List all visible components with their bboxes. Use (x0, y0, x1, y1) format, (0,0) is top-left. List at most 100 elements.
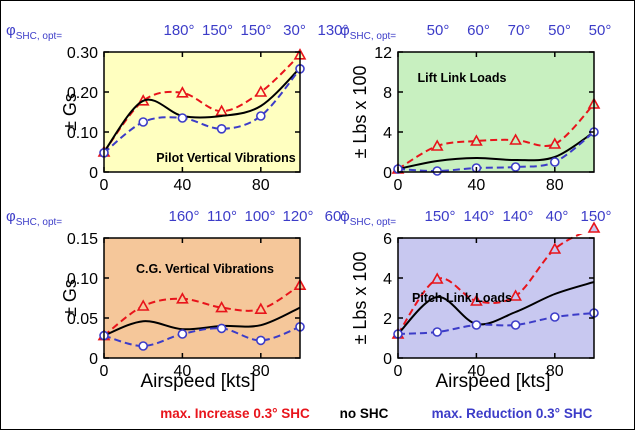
series-line-no-shc (398, 281, 594, 335)
series-line-increase (398, 234, 583, 335)
y-axis-label: ± Lbs x 100 (350, 252, 370, 345)
circle-marker (432, 327, 443, 337)
triangle-marker (176, 292, 189, 304)
phi-opt-value: 50° (548, 22, 571, 39)
x-tick-label: 80 (546, 177, 564, 194)
triangle-marker (509, 289, 522, 301)
y-axis-label: ± Gs (60, 279, 80, 317)
y-axis-label: ± Gs (60, 93, 80, 131)
y-tick-label: 0 (89, 165, 98, 182)
phi-opt-value: 120° (282, 208, 313, 225)
x-tick-label: 0 (100, 363, 109, 380)
triangle-marker (254, 85, 268, 97)
circle-marker (138, 117, 148, 127)
y-tick-label: 0.10 (67, 125, 98, 142)
phi-opt-label: φSHC, opt= (340, 208, 396, 228)
phi-opt-value: 140° (502, 208, 533, 225)
y-tick-label: 6 (383, 231, 392, 248)
triangle-marker (176, 86, 189, 98)
circle-marker (255, 111, 266, 121)
plot-background (398, 238, 594, 358)
series-line-increase (104, 54, 300, 153)
y-tick-label: 0.10 (67, 271, 98, 288)
circle-marker (510, 320, 521, 330)
x-tick-label: 80 (252, 177, 270, 194)
y-tick-label: 0.20 (67, 85, 98, 102)
x-tick-label: 80 (252, 363, 270, 380)
phi-opt-value: 60° (325, 208, 348, 225)
plot-frame (103, 51, 301, 173)
triangle-marker (136, 299, 150, 311)
y-tick-label: 4 (383, 125, 392, 142)
circle-marker (177, 329, 188, 339)
x-axis-label-right: Airspeed [kts] (435, 371, 550, 392)
legend-no-shc: no SHC (340, 406, 389, 421)
phi-opt-value: 70° (508, 22, 531, 39)
circle-marker (255, 335, 266, 346)
y-tick-label: 0.15 (67, 231, 98, 248)
plot-background (398, 52, 594, 172)
triangle-marker (254, 302, 268, 315)
series-line-no-shc (104, 67, 300, 153)
chart-lift: φSHC, opt= 50° 60° 70° 50° 50° 0 4 8 12 0 40 80 ± Lbs… (340, 22, 611, 194)
circle-marker (432, 166, 443, 176)
chart-pitch: φSHC, opt= 150° 140° 140° 40° 150° 0 2 4 6 0 40 80 ± … (340, 208, 612, 380)
panel-title: Lift Link Loads (418, 71, 507, 85)
phi-opt-value: 150° (424, 208, 455, 225)
y-tick-label: 0 (383, 165, 392, 182)
legend-reduction: max. Reduction 0.3° SHC (432, 406, 593, 421)
x-tick-label: 0 (394, 363, 403, 380)
y-tick-label: 8 (383, 85, 392, 102)
circle-marker (216, 323, 227, 334)
phi-opt-value: 180° (163, 22, 194, 39)
y-tick-label: 0 (383, 351, 392, 368)
triangle-marker (548, 137, 562, 149)
panels: φSHC, opt= 180° 150° 150° 30° 130° 0 0.10 0.20 0.… (6, 22, 612, 380)
chart-cg: φSHC, opt= 160° 110° 100° 120° 60° 0 0.05 0.10 0.… (6, 208, 347, 380)
series-line-no-shc (104, 306, 300, 337)
series-line-no-shc (398, 131, 594, 170)
circle-marker (510, 162, 521, 172)
circle-marker (549, 312, 560, 322)
x-tick-label: 80 (546, 363, 564, 380)
circle-marker (177, 113, 188, 123)
triangle-marker (587, 221, 601, 233)
phi-opt-value: 130° (317, 22, 348, 39)
x-axis-label-left: Airspeed [kts] (140, 371, 255, 392)
plot-background (104, 52, 300, 172)
phi-opt-value: 100° (244, 208, 275, 225)
y-tick-label: 12 (374, 45, 392, 62)
x-tick-label: 0 (394, 177, 403, 194)
plot-background (104, 238, 300, 358)
x-tick-label: 40 (468, 177, 486, 194)
phi-opt-label: φSHC, opt= (340, 22, 396, 42)
triangle-marker (548, 242, 562, 254)
phi-opt-value: 40° (546, 208, 569, 225)
phi-opt-value: 160° (168, 208, 199, 225)
phi-opt-value: 30° (283, 22, 306, 39)
chart-pilot: φSHC, opt= 180° 150° 150° 30° 130° 0 0.10 0.20 0.… (6, 22, 349, 194)
y-tick-label: 4 (383, 271, 392, 288)
legend-increase: max. Increase 0.3° SHC (160, 406, 310, 421)
x-tick-label: 40 (174, 177, 192, 194)
phi-opt-value: 50° (589, 22, 612, 39)
x-tick-label: 0 (100, 177, 109, 194)
triangle-marker (509, 133, 522, 145)
triangle-marker (470, 134, 483, 146)
triangle-marker (430, 139, 444, 151)
triangle-marker (470, 294, 483, 306)
y-tick-label: 0 (89, 351, 98, 368)
circle-marker (138, 341, 148, 351)
plot-frame (397, 51, 595, 173)
circle-marker (471, 320, 482, 330)
legend: max. Increase 0.3° SHC no SHC max. Reduc… (160, 406, 592, 421)
triangle-marker (430, 272, 444, 284)
panel-title: Pitch Link Loads (412, 291, 512, 305)
y-axis-label: ± Lbs x 100 (350, 66, 370, 159)
phi-opt-value: 110° (207, 208, 237, 225)
plot-frame (103, 237, 301, 359)
phi-opt-value: 60° (467, 22, 490, 39)
y-tick-label: 0.05 (67, 311, 98, 328)
phi-opt-label: φSHC, opt= (6, 208, 62, 228)
